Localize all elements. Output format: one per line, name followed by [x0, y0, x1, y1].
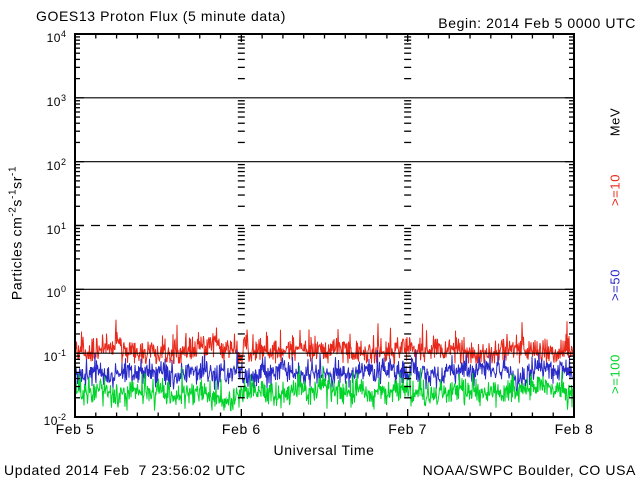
y-axis-title: Particles cm-2s-1sr-1 — [7, 165, 25, 301]
x-tick-label: Feb 6 — [221, 421, 261, 437]
mev-unit-label: MeV — [607, 107, 623, 137]
x-tick-label: Feb 5 — [55, 421, 95, 437]
y-tick-label: 100 — [46, 284, 66, 301]
series-trace-ge100 — [75, 365, 574, 412]
series-trace-ge50 — [75, 349, 574, 394]
y-tick-label: 104 — [46, 29, 66, 45]
y-tick-label: 103 — [46, 92, 66, 109]
series-label-ge100: >=100 — [607, 354, 623, 394]
begin-timestamp: Begin: 2014 Feb 5 0000 UTC — [438, 15, 636, 31]
chart-title: GOES13 Proton Flux (5 minute data) — [36, 8, 286, 24]
y-tick-label: 10-1 — [43, 348, 66, 365]
y-tick-label: 101 — [46, 220, 66, 237]
x-axis-title: Universal Time — [273, 442, 375, 458]
footer-source-text: NOAA/SWPC Boulder, CO USA — [422, 462, 636, 478]
series-label-ge10: >=10 — [607, 173, 623, 207]
footer-updated-text: Updated 2014 Feb 7 23:56:02 UTC — [4, 462, 246, 478]
x-tick-label: Feb 8 — [554, 421, 594, 437]
x-tick-label: Feb 7 — [388, 421, 428, 437]
series-label-ge50: >=50 — [607, 268, 623, 302]
y-tick-label: 10-2 — [43, 412, 66, 428]
y-tick-label: 102 — [46, 156, 66, 173]
